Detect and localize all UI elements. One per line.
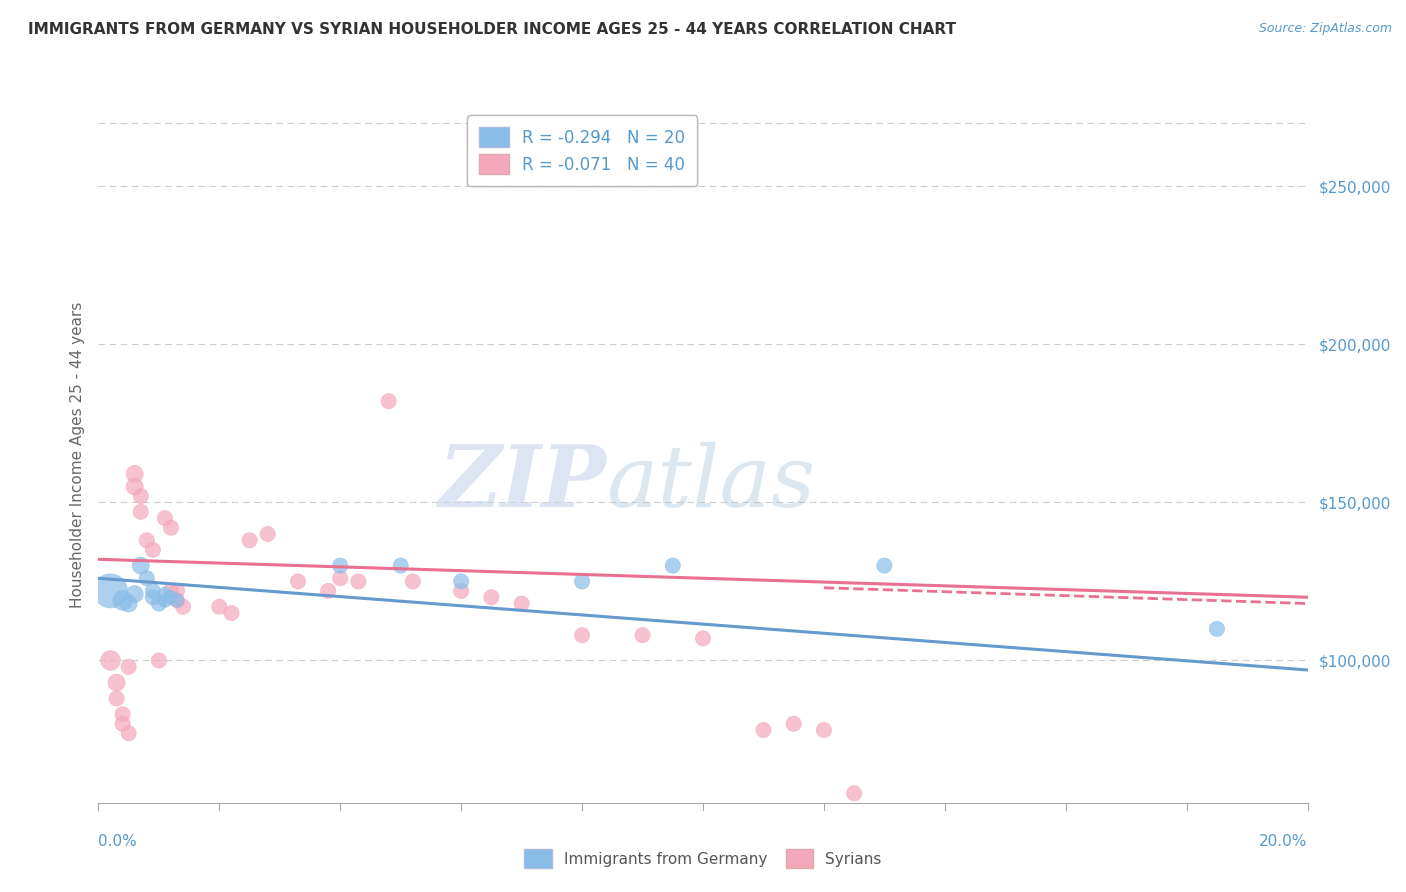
Point: [111, 707, 134, 722]
Point: [142, 591, 165, 605]
Point: [329, 571, 352, 585]
Point: [160, 583, 183, 598]
Point: [287, 574, 309, 589]
Point: [510, 597, 533, 611]
Point: [166, 593, 188, 607]
Point: [844, 786, 866, 800]
Point: [124, 467, 146, 481]
Point: [402, 574, 425, 589]
Text: atlas: atlas: [606, 442, 815, 524]
Point: [118, 726, 141, 740]
Point: [481, 591, 503, 605]
Point: [148, 653, 170, 667]
Point: [153, 511, 176, 525]
Text: ZIP: ZIP: [439, 441, 606, 524]
Point: [752, 723, 775, 737]
Point: [661, 558, 683, 573]
Legend: Immigrants from Germany, Syrians: Immigrants from Germany, Syrians: [516, 841, 890, 875]
Point: [118, 660, 141, 674]
Point: [111, 716, 134, 731]
Point: [105, 691, 128, 706]
Point: [153, 593, 176, 607]
Point: [124, 479, 146, 493]
Point: [256, 527, 278, 541]
Point: [377, 394, 399, 409]
Point: [1206, 622, 1229, 636]
Point: [782, 716, 804, 731]
Point: [135, 533, 157, 548]
Point: [166, 593, 188, 607]
Point: [166, 583, 188, 598]
Legend: R = -0.294   N = 20, R = -0.071   N = 40: R = -0.294 N = 20, R = -0.071 N = 40: [467, 115, 697, 186]
Point: [148, 597, 170, 611]
Point: [450, 583, 472, 598]
Point: [450, 574, 472, 589]
Point: [142, 583, 165, 598]
Point: [571, 628, 593, 642]
Point: [100, 653, 122, 667]
Point: [239, 533, 262, 548]
Point: [135, 571, 157, 585]
Point: [347, 574, 370, 589]
Point: [129, 558, 152, 573]
Text: 0.0%: 0.0%: [98, 834, 138, 849]
Point: [172, 599, 194, 614]
Y-axis label: Householder Income Ages 25 - 44 years: Householder Income Ages 25 - 44 years: [69, 301, 84, 608]
Point: [571, 574, 593, 589]
Point: [129, 505, 152, 519]
Point: [221, 606, 243, 620]
Point: [105, 675, 128, 690]
Point: [329, 558, 352, 573]
Point: [111, 593, 134, 607]
Point: [813, 723, 835, 737]
Point: [631, 628, 654, 642]
Point: [142, 542, 165, 557]
Point: [129, 489, 152, 503]
Point: [153, 587, 176, 601]
Point: [208, 599, 231, 614]
Text: 20.0%: 20.0%: [1260, 834, 1308, 849]
Point: [316, 583, 339, 598]
Point: [124, 587, 146, 601]
Text: IMMIGRANTS FROM GERMANY VS SYRIAN HOUSEHOLDER INCOME AGES 25 - 44 YEARS CORRELAT: IMMIGRANTS FROM GERMANY VS SYRIAN HOUSEH…: [28, 22, 956, 37]
Point: [100, 583, 122, 598]
Point: [389, 558, 412, 573]
Point: [160, 591, 183, 605]
Point: [873, 558, 896, 573]
Point: [160, 521, 183, 535]
Point: [118, 597, 141, 611]
Text: Source: ZipAtlas.com: Source: ZipAtlas.com: [1258, 22, 1392, 36]
Point: [692, 632, 714, 646]
